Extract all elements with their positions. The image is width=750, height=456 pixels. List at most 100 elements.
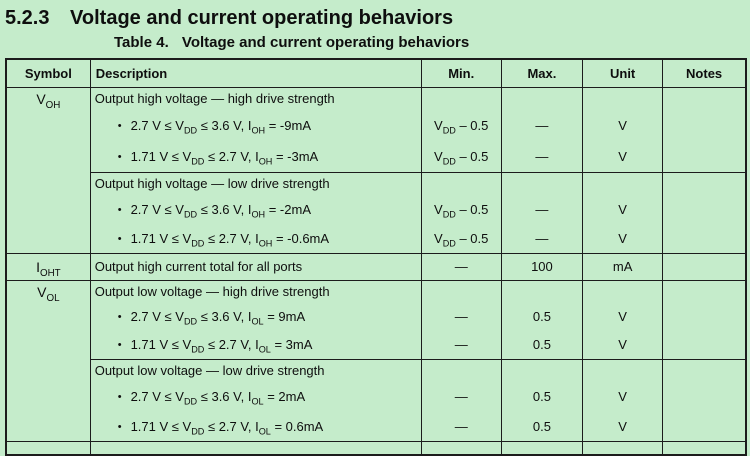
min-cell [420,279,502,303]
description-cell: 2.7 V ≤ VDD ≤ 3.6 V, IOL = 2mA [89,381,422,412]
unit-cell: V [582,381,664,412]
description-cell: 2.7 V ≤ VDD ≤ 3.6 V, IOH = -2mA [89,194,422,224]
min-cell: — [420,330,502,359]
min-cell: VDD – 0.5 [420,140,502,172]
description-cell: Output high voltage — high drive strengt… [89,87,422,110]
min-cell [420,171,502,195]
notes-cell [662,330,747,359]
description-cell: 1.71 V ≤ VDD ≤ 2.7 V, IOH = -0.6mA [89,223,422,253]
symbol-cell [5,440,91,455]
symbol-cell: IOHT [5,252,91,280]
notes-cell [662,302,747,331]
unit-cell: V [582,411,664,441]
description-cell: 1.71 V ≤ VDD ≤ 2.7 V, IOL = 3mA [89,330,422,359]
description-cell: Output low voltage — high drive strength [89,279,422,303]
unit-cell: mA [582,252,664,280]
table-header-row: Symbol Description Min. Max. Unit Notes [5,58,747,88]
spec-table: Symbol Description Min. Max. Unit Notes … [5,57,747,456]
description-cell [89,440,422,455]
max-cell: 0.5 [500,330,584,359]
notes-cell [662,381,747,412]
description-cell: 1.71 V ≤ VDD ≤ 2.7 V, IOL = 0.6mA [89,411,422,441]
column-header-max: Max. [500,58,584,88]
max-cell [500,279,584,303]
max-cell: — [500,223,584,253]
notes-cell [662,223,747,253]
description-cell: Output high current total for all ports [89,252,422,280]
unit-cell [582,440,664,455]
table-row: 1.71 V ≤ VDD ≤ 2.7 V, IOL = 3mA — 0.5 V [6,330,747,359]
column-header-notes: Notes [662,58,747,88]
min-cell: — [420,381,502,412]
min-cell: VDD – 0.5 [420,194,502,224]
notes-cell [662,87,747,110]
table-row [5,440,747,455]
table-row: VOH Output high voltage — high drive str… [5,87,747,253]
min-cell [420,358,502,382]
table-caption-title: Voltage and current operating behaviors [181,34,470,51]
max-cell [500,87,584,110]
max-cell: 0.5 [500,411,584,441]
max-cell: 100 [500,252,584,280]
table-row: Output high voltage — low drive strength [6,171,747,195]
unit-cell: V [582,109,664,141]
description-cell: Output low voltage — low drive strength [89,358,422,382]
notes-cell [662,252,747,280]
max-cell: — [500,140,584,172]
unit-cell: V [582,302,664,331]
max-cell [500,171,584,195]
notes-cell [662,109,747,141]
min-cell: — [420,411,502,441]
table-row: 2.7 V ≤ VDD ≤ 3.6 V, IOH = -9mA VDD – 0.… [6,109,747,141]
table-row: 2.7 V ≤ VDD ≤ 3.6 V, IOL = 2mA — 0.5 V [6,381,747,412]
max-cell [500,358,584,382]
unit-cell: V [582,140,664,172]
table-row: 2.7 V ≤ VDD ≤ 3.6 V, IOH = -2mA VDD – 0.… [6,194,747,224]
table-row: 1.71 V ≤ VDD ≤ 2.7 V, IOL = 0.6mA — 0.5 … [6,411,747,441]
unit-cell: V [582,330,664,359]
table-row: 1.71 V ≤ VDD ≤ 2.7 V, IOH = -3mA VDD – 0… [6,140,747,172]
description-cell: 2.7 V ≤ VDD ≤ 3.6 V, IOL = 9mA [89,302,422,331]
min-cell: VDD – 0.5 [420,109,502,141]
max-cell: — [500,194,584,224]
section-title: Voltage and current operating behaviors [70,7,454,29]
max-cell [500,440,584,455]
table-row: Output low voltage — low drive strength [6,358,747,382]
section-heading: 5.2.3 Voltage and current operating beha… [0,0,750,30]
column-header-min: Min. [420,58,502,88]
symbol-cell: VOH [5,87,91,253]
description-cell: Output high voltage — low drive strength [89,171,422,195]
notes-cell [662,171,747,195]
column-header-unit: Unit [582,58,664,88]
table-caption: Table 4. Voltage and current operating b… [114,34,750,52]
min-cell: VDD – 0.5 [420,223,502,253]
max-cell: 0.5 [500,302,584,331]
unit-cell: V [582,223,664,253]
notes-cell [662,440,747,455]
min-cell: — [420,252,502,280]
table-caption-label: Table 4. [114,34,169,51]
notes-cell [662,358,747,382]
table-row: 1.71 V ≤ VDD ≤ 2.7 V, IOH = -0.6mA VDD –… [6,223,747,253]
table-row: 2.7 V ≤ VDD ≤ 3.6 V, IOL = 9mA — 0.5 V [6,302,747,331]
min-cell: — [420,302,502,331]
unit-cell [582,279,664,303]
symbol-cell: VOL [5,279,91,441]
table-row: VOL Output low voltage — high drive stre… [5,279,747,441]
max-cell: — [500,109,584,141]
notes-cell [662,140,747,172]
notes-cell [662,411,747,441]
notes-cell [662,279,747,303]
unit-cell [582,171,664,195]
unit-cell: V [582,194,664,224]
column-header-description: Description [89,58,422,88]
max-cell: 0.5 [500,381,584,412]
document-page: 5.2.3 Voltage and current operating beha… [0,0,750,445]
column-header-symbol: Symbol [5,58,91,88]
table-row: IOHT Output high current total for all p… [5,252,747,280]
min-cell [420,440,502,455]
min-cell [420,87,502,110]
section-number: 5.2.3 [5,7,50,29]
description-cell: 1.71 V ≤ VDD ≤ 2.7 V, IOH = -3mA [89,140,422,172]
notes-cell [662,194,747,224]
